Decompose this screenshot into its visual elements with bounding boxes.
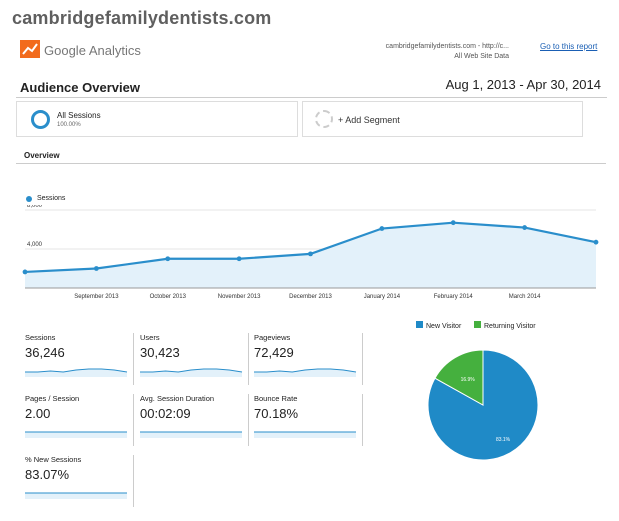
metric-label: Users xyxy=(140,333,160,342)
sessions-point[interactable] xyxy=(593,239,599,245)
metric-tile[interactable]: Sessions 36,246 xyxy=(25,333,130,399)
sessions-legend-label: Sessions xyxy=(37,195,66,202)
segment-all-sessions[interactable]: All Sessions 100.00% xyxy=(16,101,298,137)
property-url: cambridgefamilydentists.com - http://c..… xyxy=(385,43,509,50)
segment-circle-icon xyxy=(31,110,50,129)
metric-label: % New Sessions xyxy=(25,455,82,464)
sessions-point[interactable] xyxy=(450,220,456,226)
pie-slice-label: 16.9% xyxy=(461,377,476,383)
metric-tile[interactable]: Pages / Session 2.00 xyxy=(25,394,130,460)
pie-legend-label: Returning Visitor xyxy=(484,323,536,330)
metric-value: 70.18% xyxy=(254,406,299,421)
y-tick-label: 8,000 xyxy=(27,205,43,209)
add-segment-label: + Add Segment xyxy=(338,115,400,125)
metric-label: Sessions xyxy=(25,333,56,342)
tab-overview[interactable]: Overview xyxy=(24,151,60,160)
metric-sparkline xyxy=(25,492,127,499)
metric-sparkline xyxy=(254,431,356,438)
x-tick-label: January 2014 xyxy=(364,294,401,300)
metric-value: 30,423 xyxy=(140,345,180,360)
pie-slice-label: 83.1% xyxy=(496,437,511,443)
sessions-point[interactable] xyxy=(22,269,28,275)
metric-separator xyxy=(362,394,363,446)
metric-tile[interactable]: Bounce Rate 70.18% xyxy=(254,394,359,460)
brand-name: Google Analytics xyxy=(44,43,141,58)
metric-separator xyxy=(362,333,363,385)
x-tick-label: November 2013 xyxy=(218,294,261,300)
sessions-chart: 8,000 4,000 September 2013 October 2013 Nove… xyxy=(22,205,599,300)
sessions-point[interactable] xyxy=(93,266,99,271)
pie-legend-label: New Visitor xyxy=(426,323,462,330)
pie-legend-swatch xyxy=(416,321,423,328)
x-tick-label: March 2014 xyxy=(509,294,541,300)
metric-sparkline xyxy=(140,431,242,438)
y-tick-label: 4,000 xyxy=(27,242,43,248)
segment-label: All Sessions xyxy=(57,111,101,120)
x-tick-label: February 2014 xyxy=(434,294,474,300)
metric-tile[interactable]: Avg. Session Duration 00:02:09 xyxy=(140,394,245,460)
property-info: cambridgefamilydentists.com - http://c..… xyxy=(386,42,509,62)
page-title: Audience Overview xyxy=(20,80,140,95)
sessions-legend-dot xyxy=(26,196,32,202)
x-tick-label: October 2013 xyxy=(150,294,187,300)
metric-sparkline xyxy=(25,431,127,438)
sessions-point[interactable] xyxy=(308,251,313,257)
sessions-point[interactable] xyxy=(522,225,528,230)
add-segment-button[interactable]: + Add Segment xyxy=(302,101,583,137)
metric-label: Avg. Session Duration xyxy=(140,394,215,403)
empty-segment-icon xyxy=(315,110,333,128)
metric-value: 00:02:09 xyxy=(140,406,191,421)
divider xyxy=(16,97,607,98)
metric-separator xyxy=(248,394,249,446)
go-to-report-link[interactable]: Go to this report xyxy=(540,42,598,51)
metric-tile[interactable]: Users 30,423 xyxy=(140,333,245,399)
sessions-point[interactable] xyxy=(165,256,171,262)
metric-separator xyxy=(133,394,134,446)
metric-value: 72,429 xyxy=(254,345,294,360)
metric-label: Bounce Rate xyxy=(254,394,298,403)
metric-label: Pages / Session xyxy=(25,394,80,403)
property-view: All Web Site Data xyxy=(454,53,509,60)
sessions-point[interactable] xyxy=(379,226,385,231)
metric-sparkline xyxy=(140,368,243,377)
x-tick-label: September 2013 xyxy=(74,294,119,300)
pie-legend-swatch xyxy=(474,321,481,328)
metric-separator xyxy=(133,455,134,507)
metric-sparkline xyxy=(254,368,357,377)
metric-value: 36,246 xyxy=(25,345,65,360)
metric-separator xyxy=(133,333,134,385)
metric-value: 83.07% xyxy=(25,467,70,482)
metric-label: Pageviews xyxy=(254,333,291,342)
date-range[interactable]: Aug 1, 2013 - Apr 30, 2014 xyxy=(445,77,601,92)
metric-sparkline xyxy=(25,368,128,377)
metric-separator xyxy=(248,333,249,385)
x-tick-label: December 2013 xyxy=(289,294,332,300)
visitor-pie-chart: New Visitor Returning Visitor 83.1% 16.9% xyxy=(416,321,539,460)
segment-percent: 100.00% xyxy=(57,122,81,128)
metric-tile[interactable]: % New Sessions 83.07% xyxy=(25,455,130,521)
metric-value: 2.00 xyxy=(25,406,51,421)
tab-underline xyxy=(16,163,606,164)
sessions-point[interactable] xyxy=(236,256,242,262)
pie-slice[interactable] xyxy=(434,349,484,406)
google-analytics-logo-icon xyxy=(20,40,40,58)
metric-tile[interactable]: Pageviews 72,429 xyxy=(254,333,359,399)
site-title: cambridgefamilydentists.com xyxy=(12,8,272,28)
